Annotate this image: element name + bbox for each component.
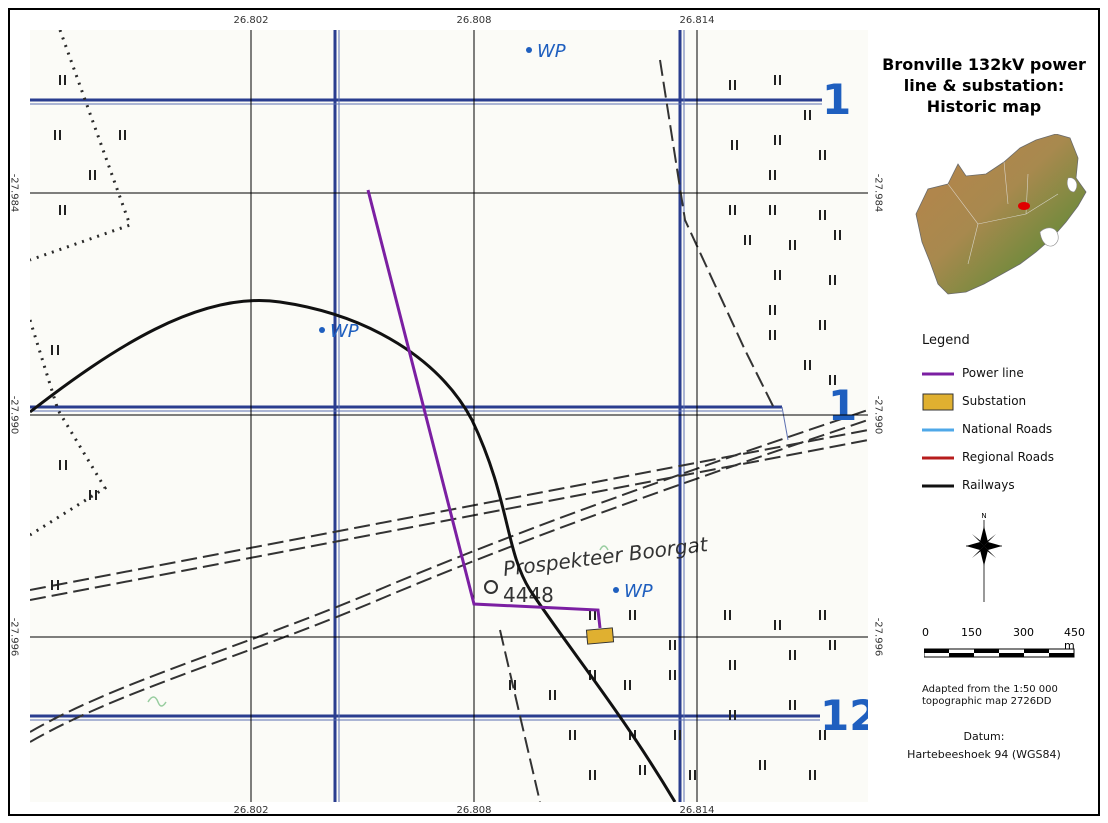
power-line[interactable] xyxy=(366,189,602,629)
south-africa-shape xyxy=(915,134,1087,295)
source-note-line-1: Adapted from the 1:50 000 xyxy=(922,684,1058,695)
railways-legend-symbol xyxy=(922,484,954,488)
national-roads-legend-symbol xyxy=(922,428,954,432)
lesotho-shape xyxy=(1039,227,1059,247)
water-point-label-2: WP xyxy=(330,321,359,342)
inset-map-south-africa xyxy=(915,134,1087,295)
water-point-dot-1 xyxy=(526,47,532,53)
topo-grid-lines xyxy=(30,30,822,802)
map-canvas[interactable]: 1 1 12 WP WP WP Prospekteer Boorgat 4448 xyxy=(30,30,868,802)
legend-label-regional-roads: Regional Roads xyxy=(962,450,1054,464)
legend-label-national-roads: National Roads xyxy=(962,422,1053,436)
datum-title: Datum: xyxy=(963,730,1005,743)
lon-label-top-2: 26.808 xyxy=(456,15,492,26)
source-note: Adapted from the 1:50 000 topographic ma… xyxy=(922,684,1058,708)
eswatini-shape xyxy=(1066,177,1078,193)
topo-number-2: 1 xyxy=(828,381,857,430)
water-point-label-3: WP xyxy=(624,581,653,602)
map-title: Bronville 132kV power line & substation:… xyxy=(870,54,1098,117)
vegetation-symbols xyxy=(51,75,841,780)
source-note-line-2: topographic map 2726DD xyxy=(922,696,1052,707)
coordinate-grid xyxy=(30,30,868,802)
legend-label-substation: Substation xyxy=(962,394,1027,408)
topo-number-1: 1 xyxy=(822,75,851,124)
water-point-dot-2 xyxy=(319,327,325,333)
scale-label-450: 450 m xyxy=(1064,626,1085,652)
scale-label-0: 0 xyxy=(922,626,929,639)
topo-number-3: 12 xyxy=(820,691,868,740)
railway-line xyxy=(30,299,677,802)
power-line-legend-symbol xyxy=(922,372,954,376)
lon-label-bottom-1: 26.802 xyxy=(233,805,269,816)
lon-label-bottom-2: 26.808 xyxy=(456,805,492,816)
lat-label-left-2: -27.990 xyxy=(8,395,20,435)
substation-legend-symbol xyxy=(922,393,954,411)
topographic-map: 1 1 12 WP WP WP Prospekteer Boorgat 4448 xyxy=(30,30,868,802)
map-title-line-2: line & substation: xyxy=(903,76,1065,95)
substation-marker[interactable] xyxy=(585,627,615,645)
scale-label-300: 300 xyxy=(1013,626,1034,639)
scale-bar xyxy=(924,648,1075,658)
lon-label-top-1: 26.802 xyxy=(233,15,269,26)
north-arrow-icon: N xyxy=(966,512,1002,602)
borehole-symbol xyxy=(484,580,498,594)
water-point-label-1: WP xyxy=(537,41,566,62)
lat-label-left-1: -27.984 xyxy=(8,173,20,213)
water-point-dot-3 xyxy=(613,587,619,593)
scale-label-150: 150 xyxy=(961,626,982,639)
regional-roads-legend-symbol xyxy=(922,456,954,460)
datum-value: Hartebeeshoek 94 (WGS84) xyxy=(907,748,1061,761)
lat-label-left-3: -27.996 xyxy=(8,617,20,657)
north-arrow-label: N xyxy=(981,512,986,520)
map-title-line-3: Historic map xyxy=(926,97,1042,116)
legend-label-power-line: Power line xyxy=(962,366,1024,380)
map-side-panel: Bronville 132kV power line & substation:… xyxy=(870,30,1098,802)
legend-label-railways: Railways xyxy=(962,478,1015,492)
site-location-marker xyxy=(1018,202,1030,210)
legend-title: Legend xyxy=(922,333,970,348)
map-title-line-1: Bronville 132kV power xyxy=(882,55,1086,74)
lon-label-top-3: 26.814 xyxy=(679,15,715,26)
lon-label-bottom-3: 26.814 xyxy=(679,805,715,816)
